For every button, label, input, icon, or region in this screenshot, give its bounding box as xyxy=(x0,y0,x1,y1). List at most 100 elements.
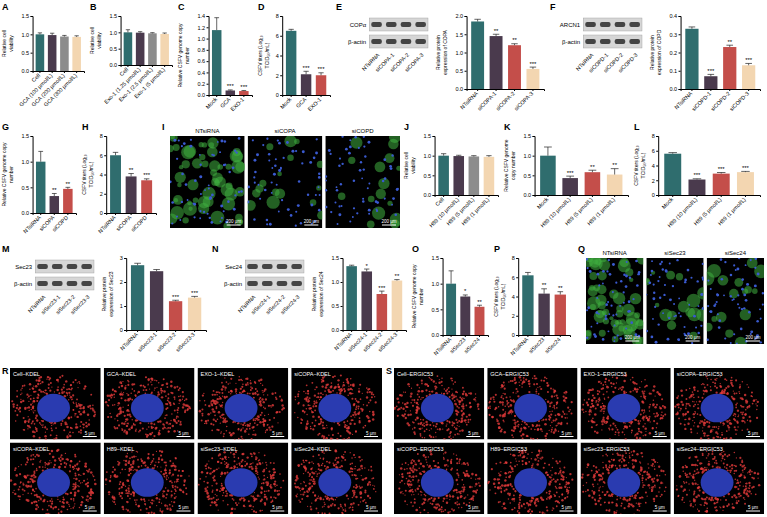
green-signal xyxy=(616,305,623,312)
bar xyxy=(150,271,163,330)
nucleus xyxy=(665,269,668,272)
y-tick: 4 xyxy=(100,172,107,178)
error-bar-stem xyxy=(547,147,548,156)
micrograph-image xyxy=(248,136,323,228)
x-tick-mark xyxy=(710,89,711,91)
red-signal xyxy=(154,387,156,389)
red-signal xyxy=(117,414,118,415)
nucleus xyxy=(627,310,630,313)
nucleus xyxy=(300,222,302,224)
nucleus xyxy=(738,307,740,309)
nucleus xyxy=(176,158,178,160)
y-tick: 0 xyxy=(276,92,283,98)
red-signal xyxy=(151,378,153,380)
nucleus xyxy=(662,312,664,314)
red-signal xyxy=(124,388,126,390)
x-tick-mark xyxy=(477,89,478,91)
nucleus xyxy=(762,304,764,306)
y-tick-mark xyxy=(280,36,282,37)
y-tick-label: 1.5 xyxy=(455,32,463,38)
red-signal xyxy=(31,409,33,411)
y-tick-label: 6 xyxy=(276,33,279,39)
error-bar-cap xyxy=(530,67,536,68)
red-signal xyxy=(20,401,22,403)
x-tick-mark xyxy=(488,195,489,197)
y-tick: 0.5 xyxy=(331,303,342,309)
red-signal xyxy=(151,426,153,428)
nucleus xyxy=(203,211,205,213)
red-signal xyxy=(178,396,180,398)
red-signal xyxy=(75,423,77,425)
red-signal xyxy=(118,408,120,410)
micrograph-panel: 200 μmNTsiRNA200 μmsiSec23200 μmsiSec24 xyxy=(582,250,767,349)
green-signal xyxy=(678,301,690,313)
nucleus xyxy=(609,273,612,276)
red-signal xyxy=(184,409,186,411)
red-signal xyxy=(68,417,69,418)
nucleus xyxy=(248,186,250,189)
blot-strip xyxy=(35,260,94,273)
red-signal xyxy=(257,415,259,417)
error-bar xyxy=(726,45,733,47)
y-tick: 4 xyxy=(276,53,283,59)
x-tick: siSec23-1 xyxy=(136,330,158,353)
bar-panel: Relative CSFV genome copynumber****0.00.… xyxy=(1,133,76,234)
y-tick-mark xyxy=(124,306,126,307)
red-signal xyxy=(29,389,31,391)
red-signal xyxy=(30,398,32,400)
error-bar-cap xyxy=(611,168,619,169)
nucleus xyxy=(318,173,320,175)
green-signal xyxy=(667,321,676,330)
red-signal xyxy=(140,385,142,387)
y-tick-label: 4 xyxy=(512,294,515,300)
red-signal xyxy=(48,387,50,389)
red-signal xyxy=(120,394,122,396)
red-signal xyxy=(112,404,114,406)
green-signal xyxy=(612,336,619,343)
red-signal xyxy=(107,395,110,398)
green-signal xyxy=(174,198,178,202)
blot-lane-label: siCOPA-3 xyxy=(403,52,424,73)
green-signal xyxy=(676,273,683,280)
red-signal xyxy=(120,410,122,412)
red-signal xyxy=(135,395,137,397)
y-tick-mark xyxy=(341,282,343,283)
x-tick-label: NTsiRNA xyxy=(22,214,42,234)
bar-panel: CSFV titers (Log₁₀TCID₅₀/mL)****02468NTs… xyxy=(493,255,570,356)
y-axis-title-line: number xyxy=(8,166,14,183)
x-tick-mark xyxy=(479,335,480,337)
red-signal xyxy=(40,391,42,393)
panel-letter: O xyxy=(412,244,419,254)
nucleus xyxy=(199,175,202,178)
red-signal xyxy=(242,424,244,426)
red-signal xyxy=(150,433,152,435)
red-signal xyxy=(276,411,278,413)
y-tick-mark xyxy=(104,155,106,156)
nucleus xyxy=(743,294,746,297)
red-signal xyxy=(78,431,80,433)
nucleus xyxy=(340,183,342,185)
nucleus xyxy=(675,315,677,317)
x-tick: siCOPD xyxy=(130,213,148,233)
nucleus xyxy=(586,336,588,339)
nucleus xyxy=(266,138,268,140)
red-signal xyxy=(75,379,77,381)
scale-bar-label: 200 μm xyxy=(745,335,760,340)
micrograph: EXO-1–KDEL5 μm xyxy=(198,368,289,441)
red-signal xyxy=(111,394,113,396)
x-tick-label: siSec24-3 xyxy=(377,331,399,353)
nucleus xyxy=(325,175,327,178)
y-tick: 0.2 xyxy=(197,81,208,87)
red-signal xyxy=(138,431,140,433)
nucleus xyxy=(307,194,309,196)
y-tick-label: 1.5 xyxy=(109,13,117,19)
green-signal xyxy=(317,161,323,168)
bar xyxy=(737,172,754,195)
western-blot: ARCN1β-actinNTsiRNAsiCOPD-1siCOPD-2siCOP… xyxy=(560,18,642,74)
error-bar-cap xyxy=(541,288,547,289)
y-tick-mark xyxy=(207,61,209,62)
y-axis-title: Relative proteinexpression of Sec24 xyxy=(311,271,324,317)
blot-strip xyxy=(369,18,428,31)
nucleus xyxy=(328,149,331,152)
red-signal xyxy=(150,422,152,424)
